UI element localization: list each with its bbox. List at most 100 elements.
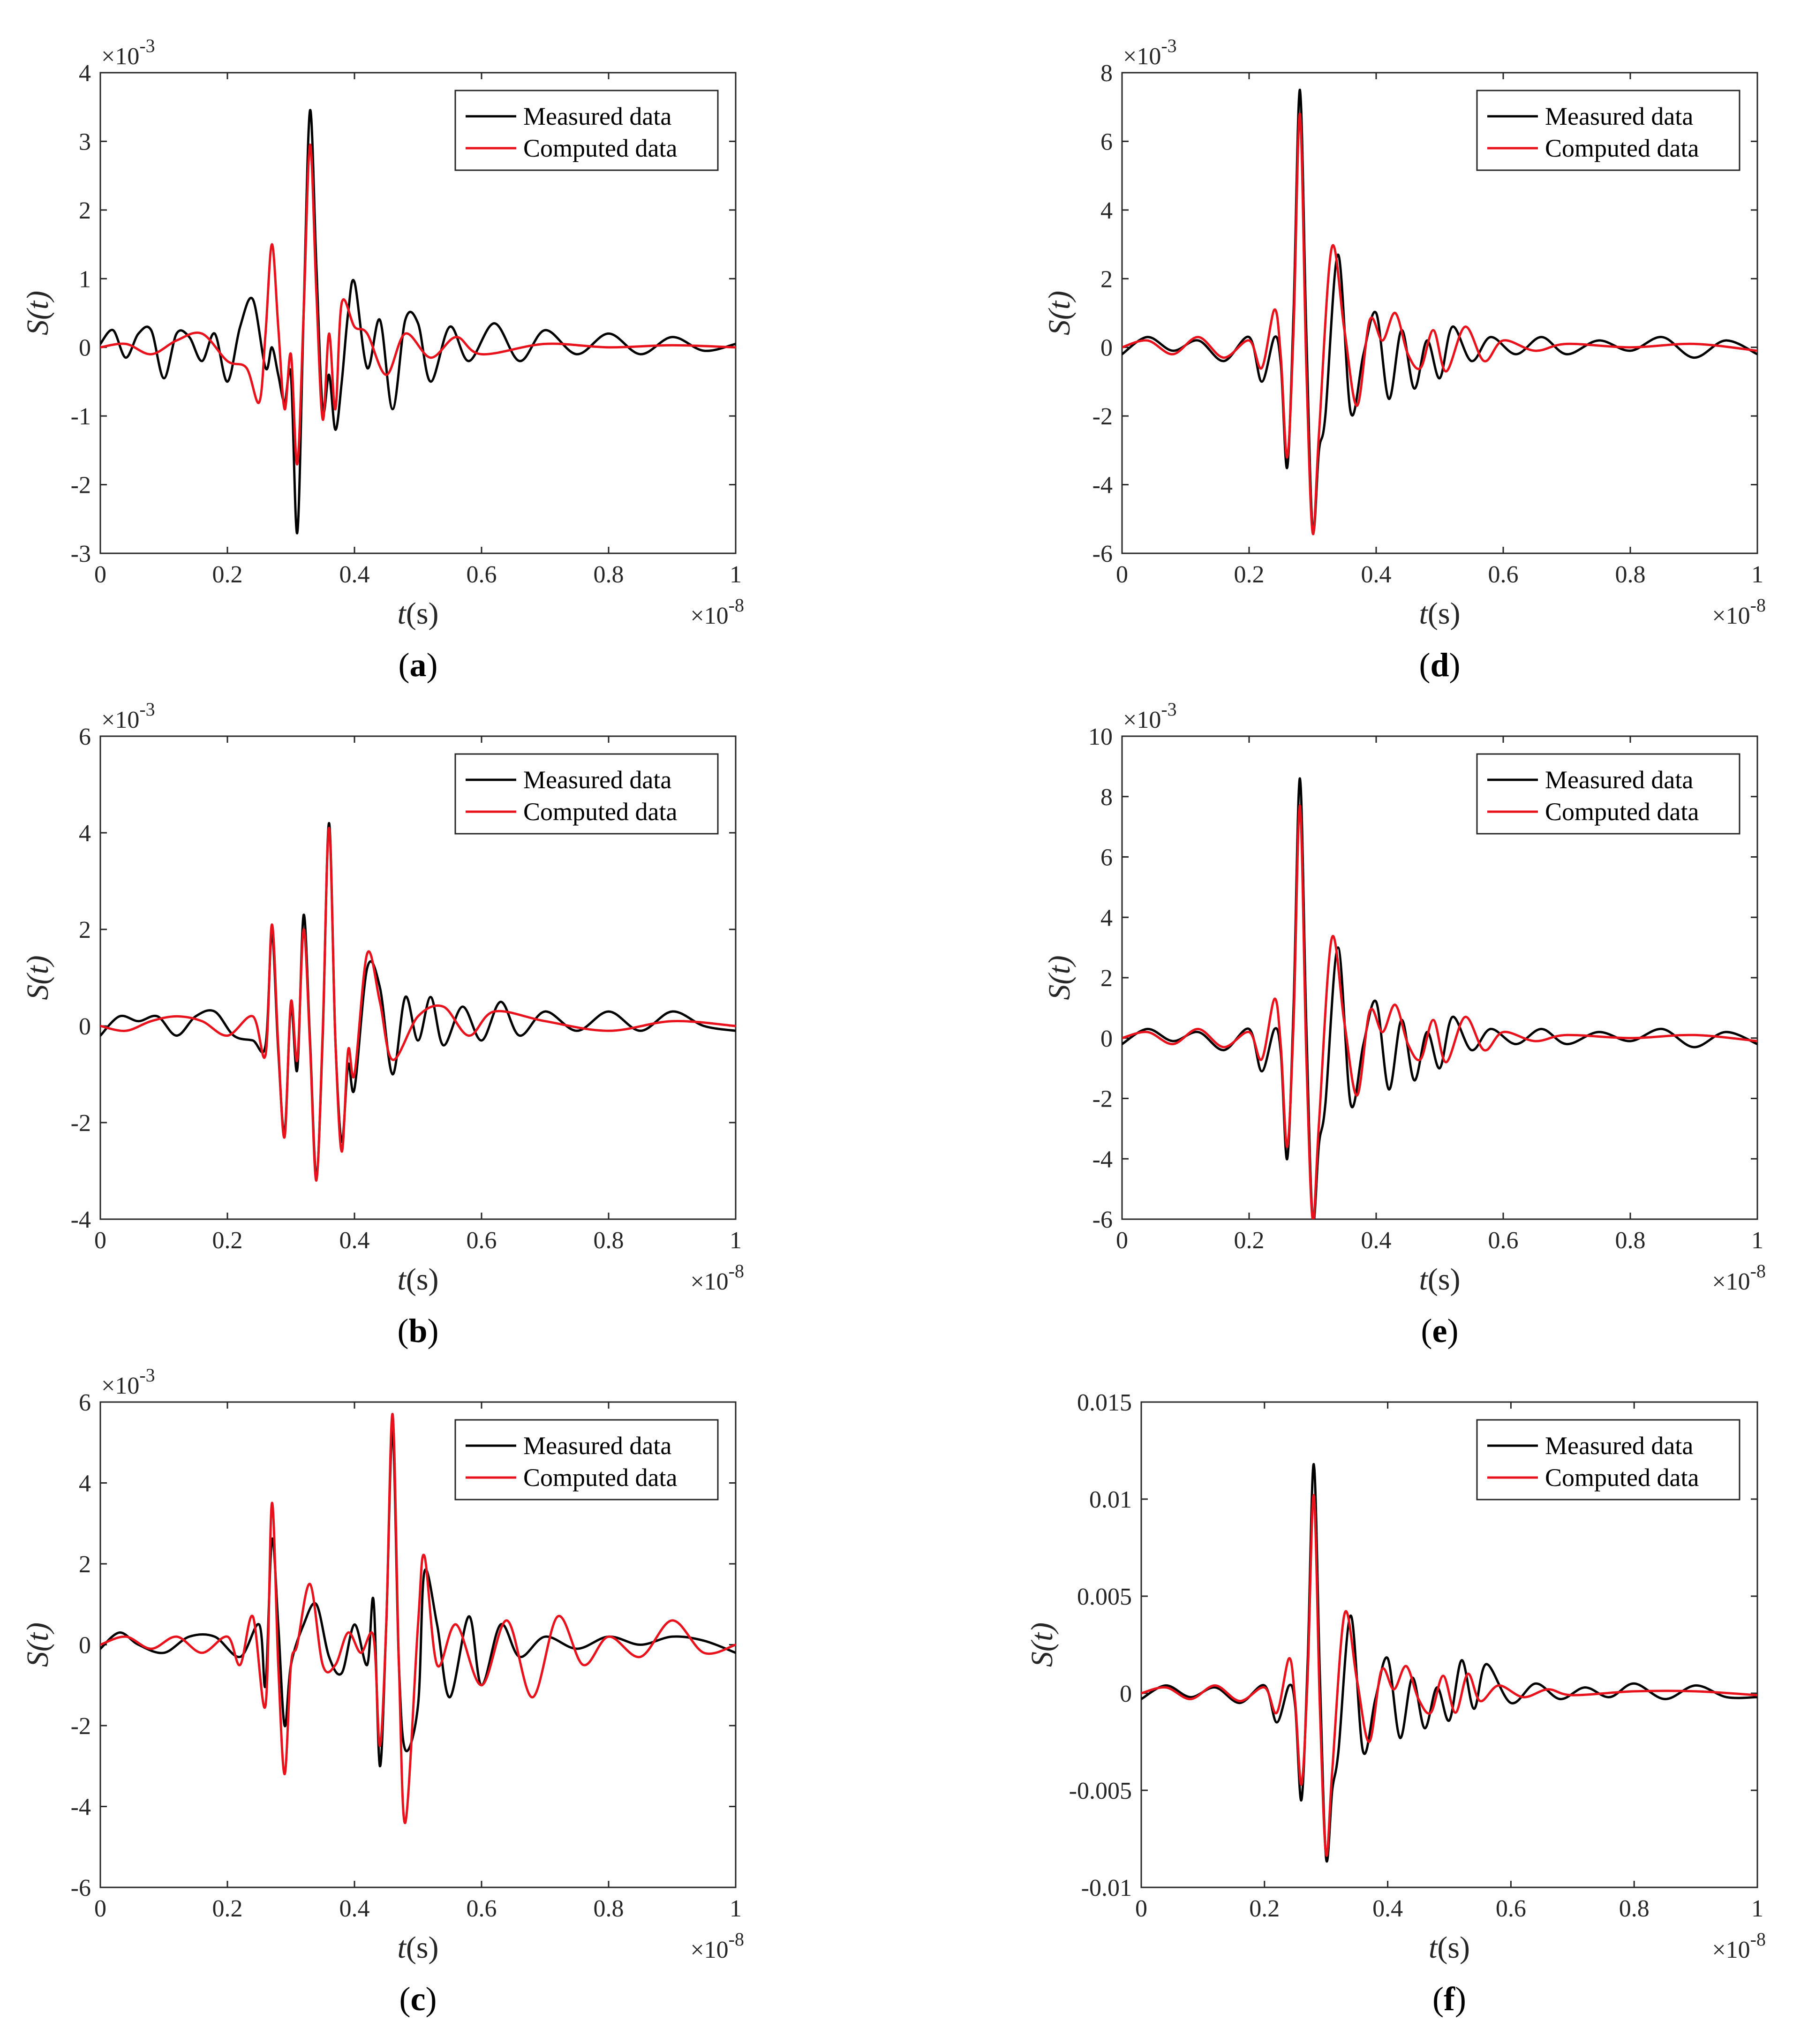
legend-box [454,90,719,171]
x-tick-label: 0 [1116,1227,1128,1254]
x-tick-label: 0.2 [1234,561,1265,588]
legend-box [1476,90,1740,171]
caption-paren-open: ( [1421,1312,1432,1350]
x-tick-label: 0.6 [1488,561,1519,588]
y-tick-label: -2 [1092,1086,1113,1113]
caption-paren-close: ) [1449,646,1461,684]
x-axis-label-unit: (s) [406,596,439,631]
y-tick-label: 4 [79,820,91,847]
y-tick-label: -4 [71,1794,91,1821]
x-axis-label: t(s) [1429,1931,1470,1965]
x-tick-label: 0.6 [1496,1895,1526,1922]
y-tick-label: 0.015 [1077,1389,1132,1416]
x-axis-label-unit: (s) [1437,1931,1470,1965]
x-tick-label: 1 [1751,1895,1763,1922]
caption-letter: a [410,646,427,684]
x-axis-label-unit: (s) [406,1931,439,1965]
y-multiplier: ×10-3 [1123,699,1177,733]
y-tick-label: 2 [79,917,91,943]
x-multiplier-exponent: -8 [729,595,744,616]
chart-panel-e: 0 0.2 0.4 0.6 0.8 1 -6 -4 -2 0 2 4 6 8 10 ×10-3 ×10-8 t(s… [1042,699,1766,1350]
x-axis-label-var: t [1429,1931,1438,1965]
y-tick-label: 8 [1100,784,1113,811]
y-tick-label: 0 [79,1632,91,1659]
legend-label-computed: Computed data [523,798,677,826]
x-tick-label: 0.8 [1615,561,1646,588]
caption-paren-open: ( [399,1980,411,2018]
computed-series-line [1141,1494,1757,1857]
chart-panel-f: 0 0.2 0.4 0.6 0.8 1 -0.01 -0.005 0 0.005 0.01 0.015… [1025,1389,1766,2018]
caption-paren-close: ) [1455,1980,1466,2018]
legend-label-measured: Measured data [523,1432,671,1460]
y-tick-label: -6 [1092,541,1113,567]
series-group [1141,1463,1757,1863]
x-multiplier: ×10-8 [690,595,744,629]
legend-box [1476,753,1740,835]
legend: Measured data Computed data [454,753,719,835]
y-axis-label: S(t) [21,955,55,1000]
caption-paren-open: ( [1432,1980,1444,2018]
y-multiplier: ×10-3 [1123,35,1177,70]
x-tick-label: 0 [1116,561,1128,588]
x-tick-label: 1 [730,1895,742,1922]
y-multiplier-exponent: -3 [139,35,155,56]
legend-label-computed: Computed data [1545,798,1699,826]
x-axis-label-unit: (s) [1428,1262,1461,1297]
x-multiplier-exponent: -8 [1750,1260,1766,1282]
y-tick-label: 2 [1100,266,1113,293]
series-group [100,109,736,535]
measured-series-line [1122,89,1757,534]
x-tick-label: 1 [730,1227,742,1254]
y-tick-label: 4 [1100,905,1113,931]
y-multiplier-exponent: -3 [1161,35,1176,56]
x-axis-label: t(s) [1419,596,1461,631]
y-multiplier-exponent: -3 [139,1365,155,1386]
y-tick-label: 0 [79,335,91,362]
y-tick-label: 6 [79,1389,91,1416]
y-tick-label: 3 [79,128,91,155]
x-axis-label: t(s) [398,596,439,631]
panel-caption: (d) [1419,646,1460,684]
y-axis-label: S(t) [1042,955,1077,1000]
y-tick-label: -0.01 [1081,1875,1132,1901]
legend-label-computed: Computed data [1545,134,1699,162]
x-axis-label-var: t [398,596,407,631]
y-axis-label: S(t) [21,291,55,335]
y-tick-label: -6 [1092,1207,1113,1233]
x-tick-label: 0.8 [594,1895,624,1922]
legend-box [454,1419,719,1501]
caption-letter: e [1432,1312,1447,1350]
x-tick-label: 1 [1751,561,1763,588]
x-axis-label: t(s) [398,1931,439,1965]
y-tick-label: 10 [1088,724,1113,750]
y-tick-label: 0 [1100,1026,1113,1052]
x-axis-label: t(s) [398,1262,439,1297]
x-tick-label: 0.2 [1234,1227,1265,1254]
legend-label-measured: Measured data [523,766,671,794]
x-tick-label: 0.2 [212,1895,243,1922]
caption-letter: b [408,1312,427,1350]
y-tick-label: 0 [1100,335,1113,362]
panel-caption: (b) [397,1312,438,1350]
x-tick-label: 0.8 [594,1227,624,1254]
panel-caption: (e) [1421,1312,1459,1350]
y-tick-label: -3 [71,541,91,567]
caption-letter: c [411,1980,426,2018]
y-tick-label: 6 [1100,845,1113,871]
y-tick-label: -4 [1092,472,1113,499]
x-tick-label: 0.8 [1615,1227,1646,1254]
y-multiplier-exponent: -3 [139,699,155,720]
y-tick-label: -4 [1092,1146,1113,1173]
y-tick-label: 6 [79,724,91,750]
panel-caption: (a) [399,646,438,684]
x-tick-label: 0.2 [212,1227,243,1254]
measured-series-line [1122,777,1757,1219]
x-tick-label: 0.4 [1361,561,1392,588]
y-multiplier: ×10-3 [101,1365,155,1399]
panel-caption: (f) [1432,1980,1466,2018]
x-multiplier: ×10-8 [690,1929,744,1963]
x-tick-label: 0.4 [339,1895,370,1922]
x-axis-label: t(s) [1419,1262,1461,1297]
